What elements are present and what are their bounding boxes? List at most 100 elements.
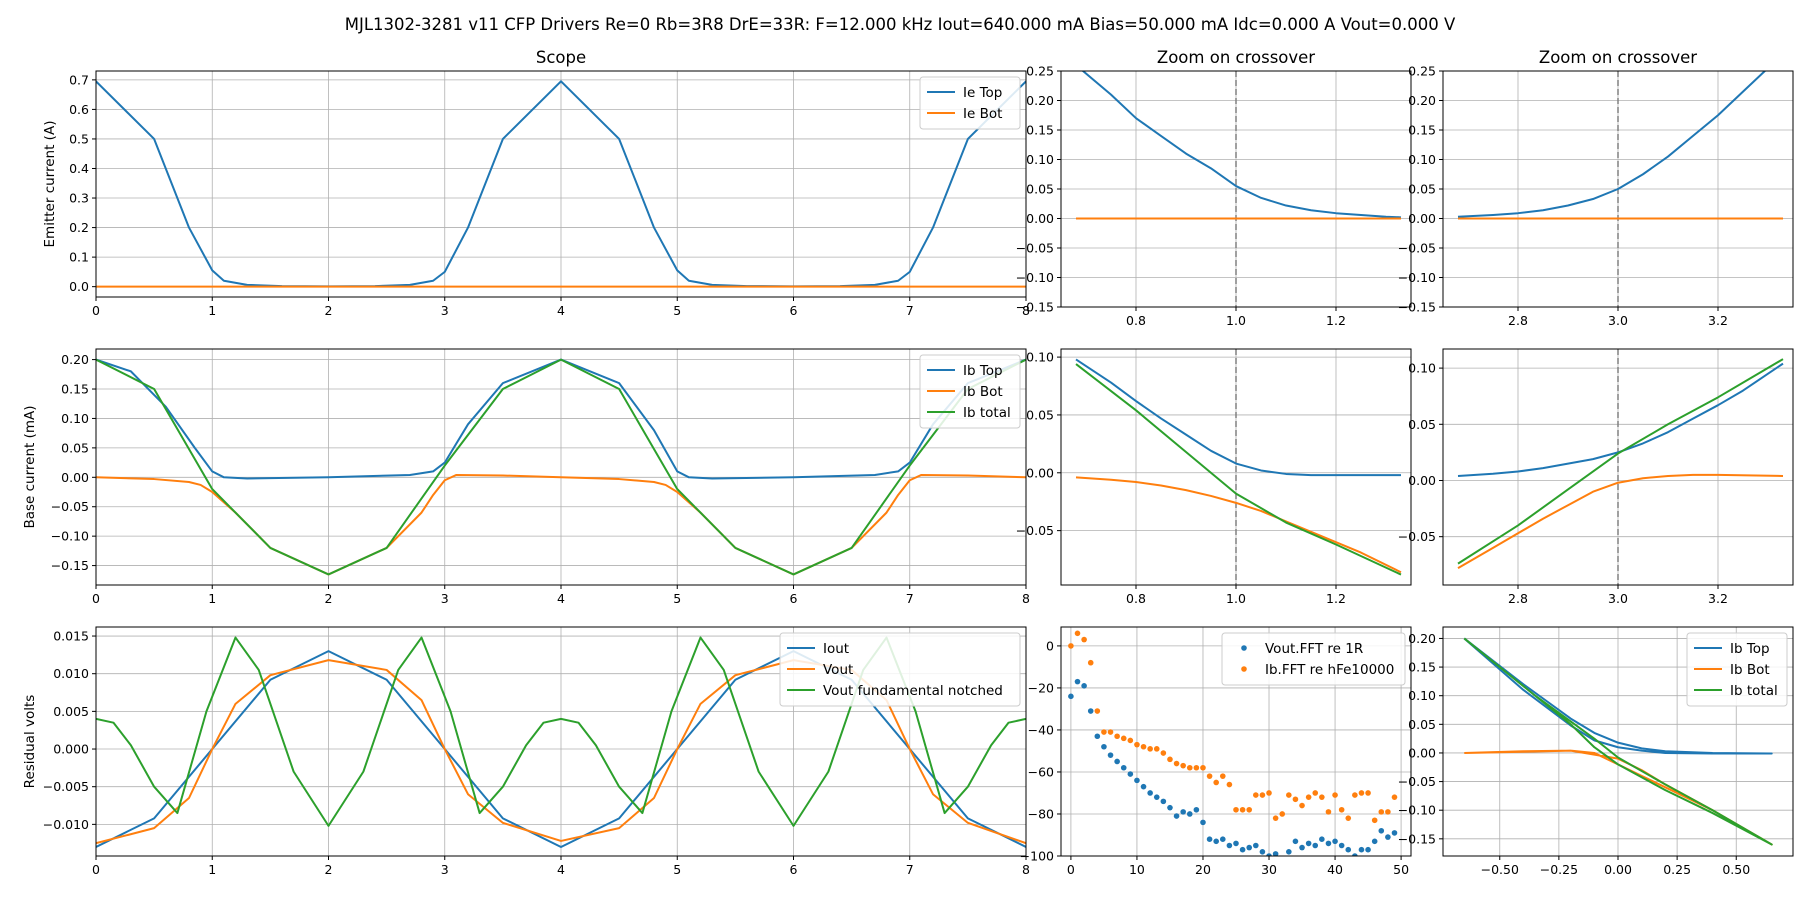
ytick-label: 0.10 <box>1026 152 1054 167</box>
ytick-label: 0.6 <box>69 102 89 117</box>
ytick-label: −0.05 <box>1016 523 1054 538</box>
ytick-label: 0.010 <box>53 666 89 681</box>
data-point <box>1219 836 1226 842</box>
ytick-label: 0.20 <box>1408 93 1436 108</box>
data-point <box>1272 851 1279 856</box>
data-point <box>1114 733 1120 740</box>
legend-label: Vout.FFT re 1R <box>1265 641 1363 657</box>
ytick-label: 0.10 <box>61 411 89 426</box>
legend-label: Ib total <box>1730 683 1778 699</box>
xtick-label: 3 <box>441 591 449 606</box>
y-axis-label: Base current (mA) <box>22 405 38 528</box>
data-point <box>1114 758 1120 765</box>
legend-label: Ib Bot <box>1730 662 1770 678</box>
xtick-label: 0 <box>92 862 100 877</box>
panel-zoom_emitter_1: 0.8 1.0 1.2 −0.15 −0.10 −0.05 0.00 0.05 0.10 0.15… <box>1016 48 1412 328</box>
data-point <box>1319 836 1325 842</box>
data-point <box>1167 804 1173 811</box>
ytick-label: −100 <box>1020 849 1054 864</box>
panel-scope_emitter: 0 1 2 3 4 5 6 7 8 0.0 0.1 0.2 0.3 0.4 0.5 0.6 0.7 Scope Em… <box>42 48 1030 318</box>
xtick-label: 3.0 <box>1608 313 1628 328</box>
panel-fft: 0 10 20 30 40 50 −100 −80 −60 −40 −20 0 Vout.FFT re … <box>1020 626 1412 877</box>
ytick-label: 0.20 <box>61 352 89 367</box>
data-point <box>1378 809 1385 815</box>
ytick-label: 0.00 <box>61 470 89 485</box>
data-point <box>1200 764 1206 771</box>
series-ib-total <box>1075 363 1402 576</box>
ytick-label: −0.010 <box>43 817 89 832</box>
legend-box <box>1221 632 1406 686</box>
legend-label: Ib Top <box>963 363 1003 379</box>
ytick-label: −0.15 <box>1398 300 1436 315</box>
axes-title: Scope <box>536 48 586 67</box>
xtick-label: 50 <box>1393 862 1409 877</box>
series-ib-total <box>96 358 1026 576</box>
xtick-label: −0.50 <box>1481 862 1519 877</box>
ytick-label: −0.10 <box>1398 270 1436 285</box>
legend-label: Vout fundamental notched <box>823 683 1003 699</box>
ytick-label: −0.005 <box>43 779 89 794</box>
data-point <box>1134 741 1140 748</box>
ytick-label: 0.0 <box>69 279 89 294</box>
data-point <box>1167 756 1173 763</box>
panel-scope_base: 0 1 2 3 4 5 6 7 8 −0.15 −0.10 −0.05 0.00 0.05 0.10 0.15… <box>22 348 1030 606</box>
data-point <box>1206 773 1213 779</box>
data-point <box>1332 792 1338 798</box>
xtick-label: 5 <box>673 591 681 606</box>
xtick-label: 7 <box>906 862 914 877</box>
xtick-label: 3 <box>441 303 449 318</box>
data-point <box>1371 817 1378 824</box>
series-ib-top <box>1075 358 1401 477</box>
data-point <box>1107 729 1114 735</box>
xtick-label: 7 <box>906 591 914 606</box>
series-ie-top <box>1457 71 1767 218</box>
data-point <box>1352 853 1358 856</box>
ytick-label: −60 <box>1028 764 1054 779</box>
data-point <box>1127 737 1134 744</box>
data-point <box>1120 764 1127 771</box>
data-point <box>1068 643 1074 649</box>
xtick-label: 1.0 <box>1226 313 1246 328</box>
data-point <box>1107 752 1114 758</box>
ytick-label: 0.15 <box>1408 123 1436 138</box>
data-point <box>1385 809 1391 815</box>
xtick-label: 40 <box>1327 862 1343 877</box>
data-point <box>1345 815 1352 821</box>
legend: Iout Vout Vout fundamental notched <box>779 632 1021 707</box>
ytick-label: 0.3 <box>69 191 89 206</box>
ytick-label: 0.25 <box>1026 64 1054 79</box>
xtick-label: 20 <box>1195 862 1211 877</box>
ytick-label: −40 <box>1028 722 1054 737</box>
ytick-label: 0.05 <box>1026 182 1054 197</box>
data-point <box>1305 840 1312 847</box>
y-axis-label: Residual volts <box>22 695 38 789</box>
data-point <box>1305 794 1312 800</box>
xtick-label: 2 <box>325 862 333 877</box>
plot-area <box>96 358 1026 576</box>
ytick-label: 0.2 <box>69 220 89 235</box>
panel-scope_residual: 0 1 2 3 4 5 6 7 8 −0.010 −0.005 0.000 0.005 0.010 0.01… <box>22 626 1030 877</box>
data-point <box>1338 806 1345 813</box>
ytick-label: −0.05 <box>1398 774 1436 789</box>
data-point <box>1279 811 1286 817</box>
ytick-label: 0.015 <box>53 629 89 644</box>
data-point <box>1299 802 1305 809</box>
legend-marker <box>1241 645 1247 651</box>
data-point <box>1312 790 1319 796</box>
ytick-label: 0.7 <box>69 72 89 87</box>
ytick-label: 0.05 <box>1026 407 1054 422</box>
data-point <box>1153 746 1160 752</box>
data-point <box>1180 809 1186 815</box>
data-point <box>1325 809 1332 815</box>
plot-area <box>1457 71 1783 307</box>
y-axis-label: Emitter current (A) <box>42 121 58 248</box>
data-point <box>1186 764 1193 771</box>
panel-zoom_base_3: 2.8 3.0 3.2 −0.05 0.00 0.05 0.10 <box>1398 348 1794 606</box>
data-point <box>1233 840 1239 847</box>
data-point <box>1087 708 1094 714</box>
legend-label: Ie Top <box>963 85 1002 101</box>
ytick-label: 0 <box>1046 638 1054 653</box>
data-point <box>1259 792 1266 798</box>
ytick-label: 0.15 <box>61 382 89 397</box>
xtick-label: 8 <box>1022 591 1030 606</box>
